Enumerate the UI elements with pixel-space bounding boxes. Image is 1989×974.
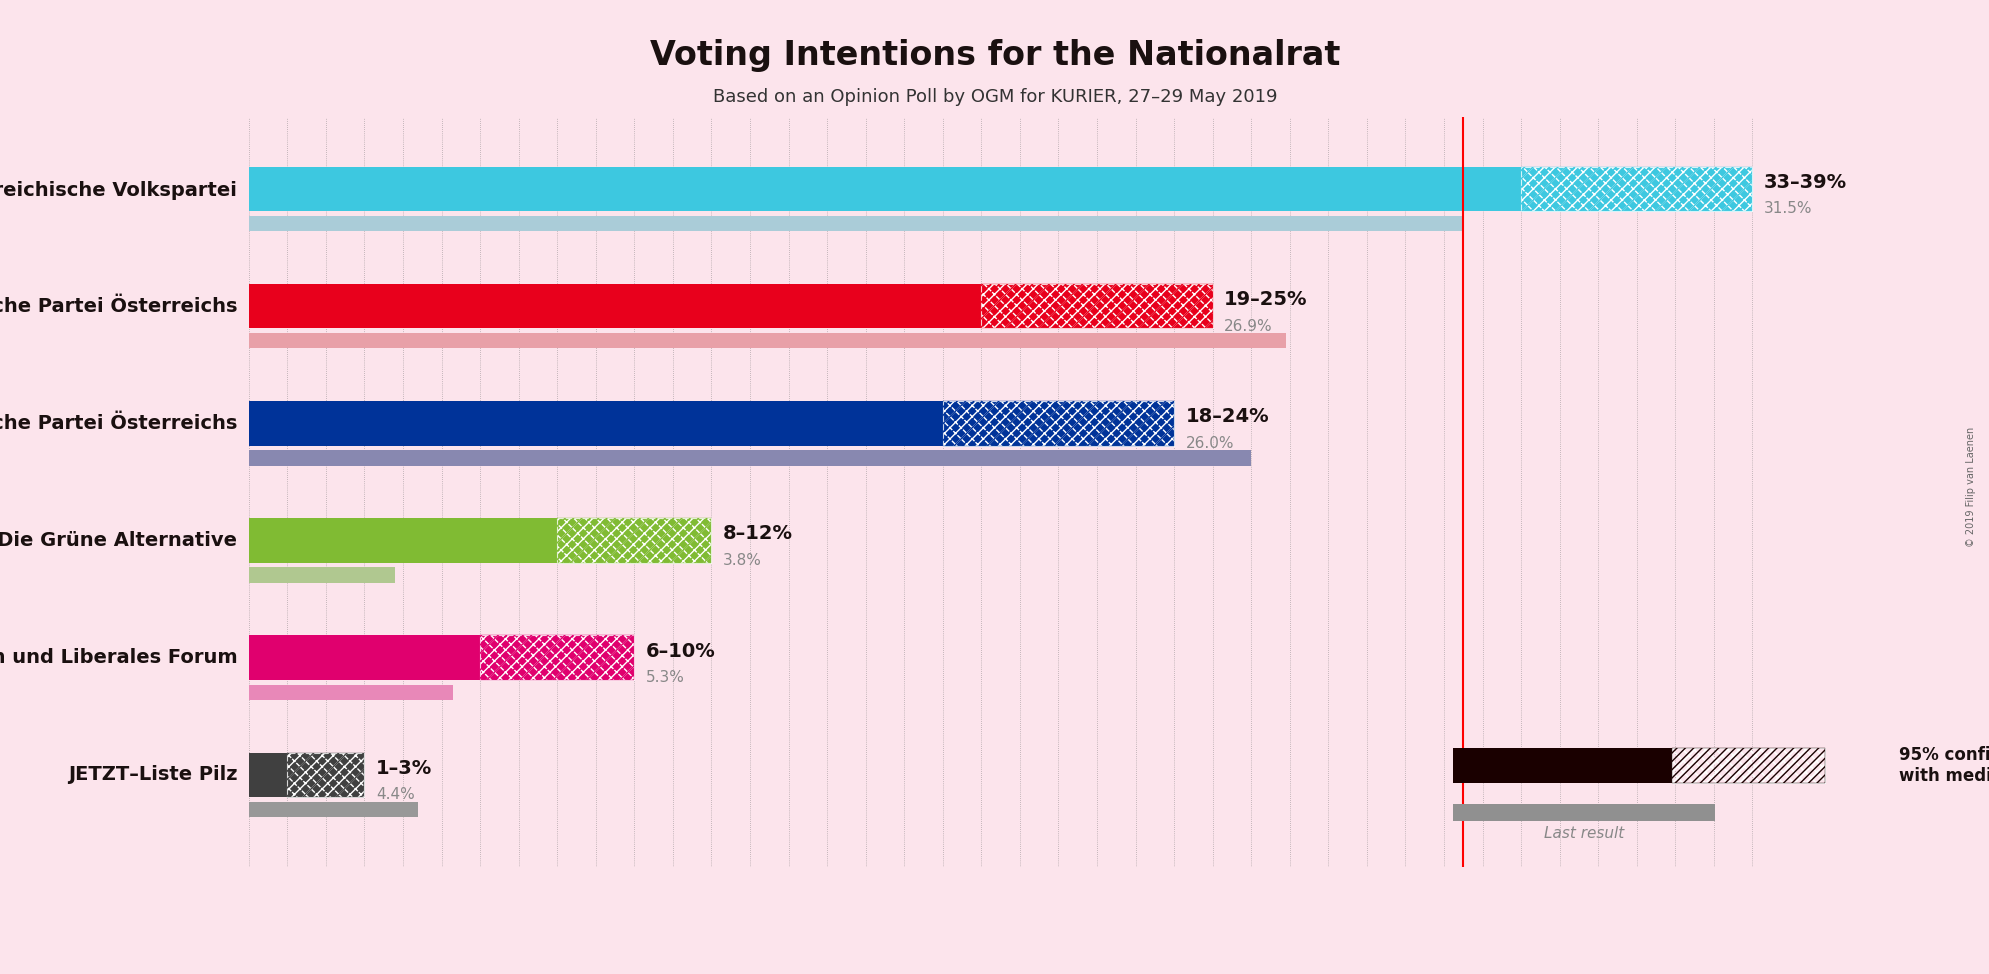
Bar [249,167,1752,211]
Text: 26.9%: 26.9% [1223,318,1273,334]
Bar [249,802,418,817]
Text: 95% confidence interval
with median: 95% confidence interval with median [1898,746,1989,785]
Bar [479,635,634,680]
Text: Sozialdemokratische Partei Österreichs: Sozialdemokratische Partei Österreichs [0,297,237,316]
Bar [1452,804,1715,821]
Text: 1–3%: 1–3% [376,759,432,777]
Bar [1671,748,1824,783]
Text: Österreichische Volkspartei: Österreichische Volkspartei [0,177,237,201]
Bar [249,216,1462,231]
Text: 33–39%: 33–39% [1762,172,1846,192]
Bar [286,753,364,797]
Bar [1520,167,1752,211]
Bar [249,283,1211,328]
Bar [1671,748,1824,783]
Bar [1452,748,1671,783]
Text: Voting Intentions for the Nationalrat: Voting Intentions for the Nationalrat [650,39,1339,72]
Bar [249,450,1251,466]
Bar [557,518,712,563]
Text: NEOS–Das Neue Österreich und Liberales Forum: NEOS–Das Neue Österreich und Liberales F… [0,648,237,667]
Bar [557,518,712,563]
Bar [249,333,1285,349]
Bar [286,753,364,797]
Bar [943,401,1174,445]
Text: Based on an Opinion Poll by OGM for KURIER, 27–29 May 2019: Based on an Opinion Poll by OGM for KURI… [712,88,1277,105]
Text: 19–25%: 19–25% [1223,290,1307,309]
Text: 6–10%: 6–10% [646,642,716,660]
Bar [981,283,1211,328]
Text: Die Grünen–Die Grüne Alternative: Die Grünen–Die Grüne Alternative [0,531,237,550]
Bar [249,518,712,563]
Text: 3.8%: 3.8% [722,553,762,568]
Bar [981,283,1211,328]
Bar [249,685,453,700]
Text: 31.5%: 31.5% [1762,202,1812,216]
Text: 26.0%: 26.0% [1185,435,1233,451]
Bar [249,401,1174,445]
Text: Last result: Last result [1543,826,1623,842]
Text: 4.4%: 4.4% [376,787,414,803]
Text: © 2019 Filip van Laenen: © 2019 Filip van Laenen [1965,427,1975,547]
Bar [249,753,364,797]
Text: 8–12%: 8–12% [722,524,792,543]
Text: 18–24%: 18–24% [1185,407,1269,427]
Text: 5.3%: 5.3% [646,670,684,686]
Bar [943,401,1174,445]
Bar [249,568,396,582]
Text: Freiheitliche Partei Österreichs: Freiheitliche Partei Österreichs [0,414,237,432]
Bar [249,635,634,680]
Bar [1520,167,1752,211]
Text: JETZT–Liste Pilz: JETZT–Liste Pilz [68,766,237,784]
Bar [479,635,634,680]
